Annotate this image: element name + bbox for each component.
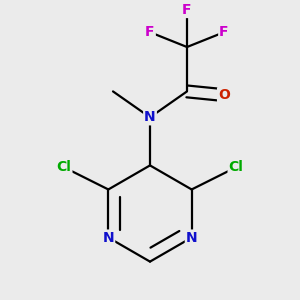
Text: Cl: Cl bbox=[56, 160, 71, 174]
Text: F: F bbox=[145, 25, 155, 39]
Text: N: N bbox=[144, 110, 156, 124]
Text: F: F bbox=[219, 25, 229, 39]
Text: F: F bbox=[182, 3, 192, 17]
Text: Cl: Cl bbox=[229, 160, 244, 174]
Text: N: N bbox=[186, 231, 197, 244]
Text: N: N bbox=[103, 231, 114, 244]
Text: O: O bbox=[218, 88, 230, 102]
